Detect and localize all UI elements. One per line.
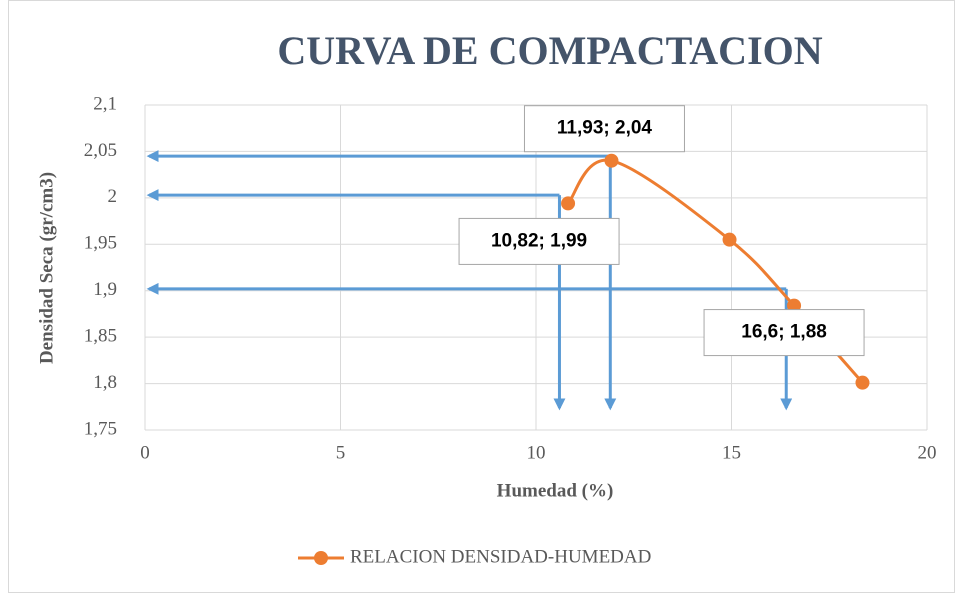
x-tick-label: 15 [722, 442, 741, 463]
data-label: 16,6; 1,88 [741, 322, 827, 343]
y-tick-label: 2,05 [84, 140, 117, 161]
data-label-box [703, 309, 865, 357]
data-point [722, 232, 737, 247]
y-tick-label: 1,8 [93, 372, 117, 393]
x-tick-label: 10 [527, 442, 546, 463]
y-tick-label: 1,9 [93, 279, 117, 300]
data-label-box [523, 105, 685, 153]
x-tick-label: 0 [140, 442, 150, 463]
data-point [604, 153, 619, 168]
data-label: 11,93; 2,04 [557, 118, 653, 139]
y-tick-label: 1,75 [84, 418, 117, 439]
x-axis-label: Humedad (%) [497, 480, 614, 501]
y-axis-label: Densidad Seca (gr/cm3) [36, 172, 57, 364]
chart-border [8, 0, 955, 593]
data-label: 10,82; 1,99 [491, 230, 587, 251]
data-label-box [458, 217, 620, 265]
x-tick-label: 5 [336, 442, 346, 463]
y-tick-label: 2 [108, 186, 118, 207]
legend-label: RELACION DENSIDAD-HUMEDAD [350, 546, 651, 567]
data-point [855, 375, 870, 390]
legend-marker [314, 551, 328, 565]
data-point [561, 196, 576, 211]
y-tick-label: 2,1 [93, 93, 117, 114]
x-tick-label: 20 [918, 442, 937, 463]
chart-title: CURVA DE COMPACTACION [277, 28, 822, 73]
y-tick-label: 1,85 [84, 326, 117, 347]
y-tick-label: 1,95 [84, 233, 117, 254]
